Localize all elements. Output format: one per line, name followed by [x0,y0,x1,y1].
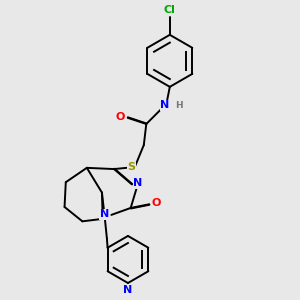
Text: O: O [152,198,161,208]
Text: H: H [175,101,183,110]
Text: S: S [128,162,135,172]
Text: N: N [160,100,170,110]
Text: O: O [116,112,125,122]
Text: N: N [100,209,109,219]
Text: N: N [134,178,143,188]
Text: Cl: Cl [164,5,176,15]
Text: N: N [123,285,133,295]
